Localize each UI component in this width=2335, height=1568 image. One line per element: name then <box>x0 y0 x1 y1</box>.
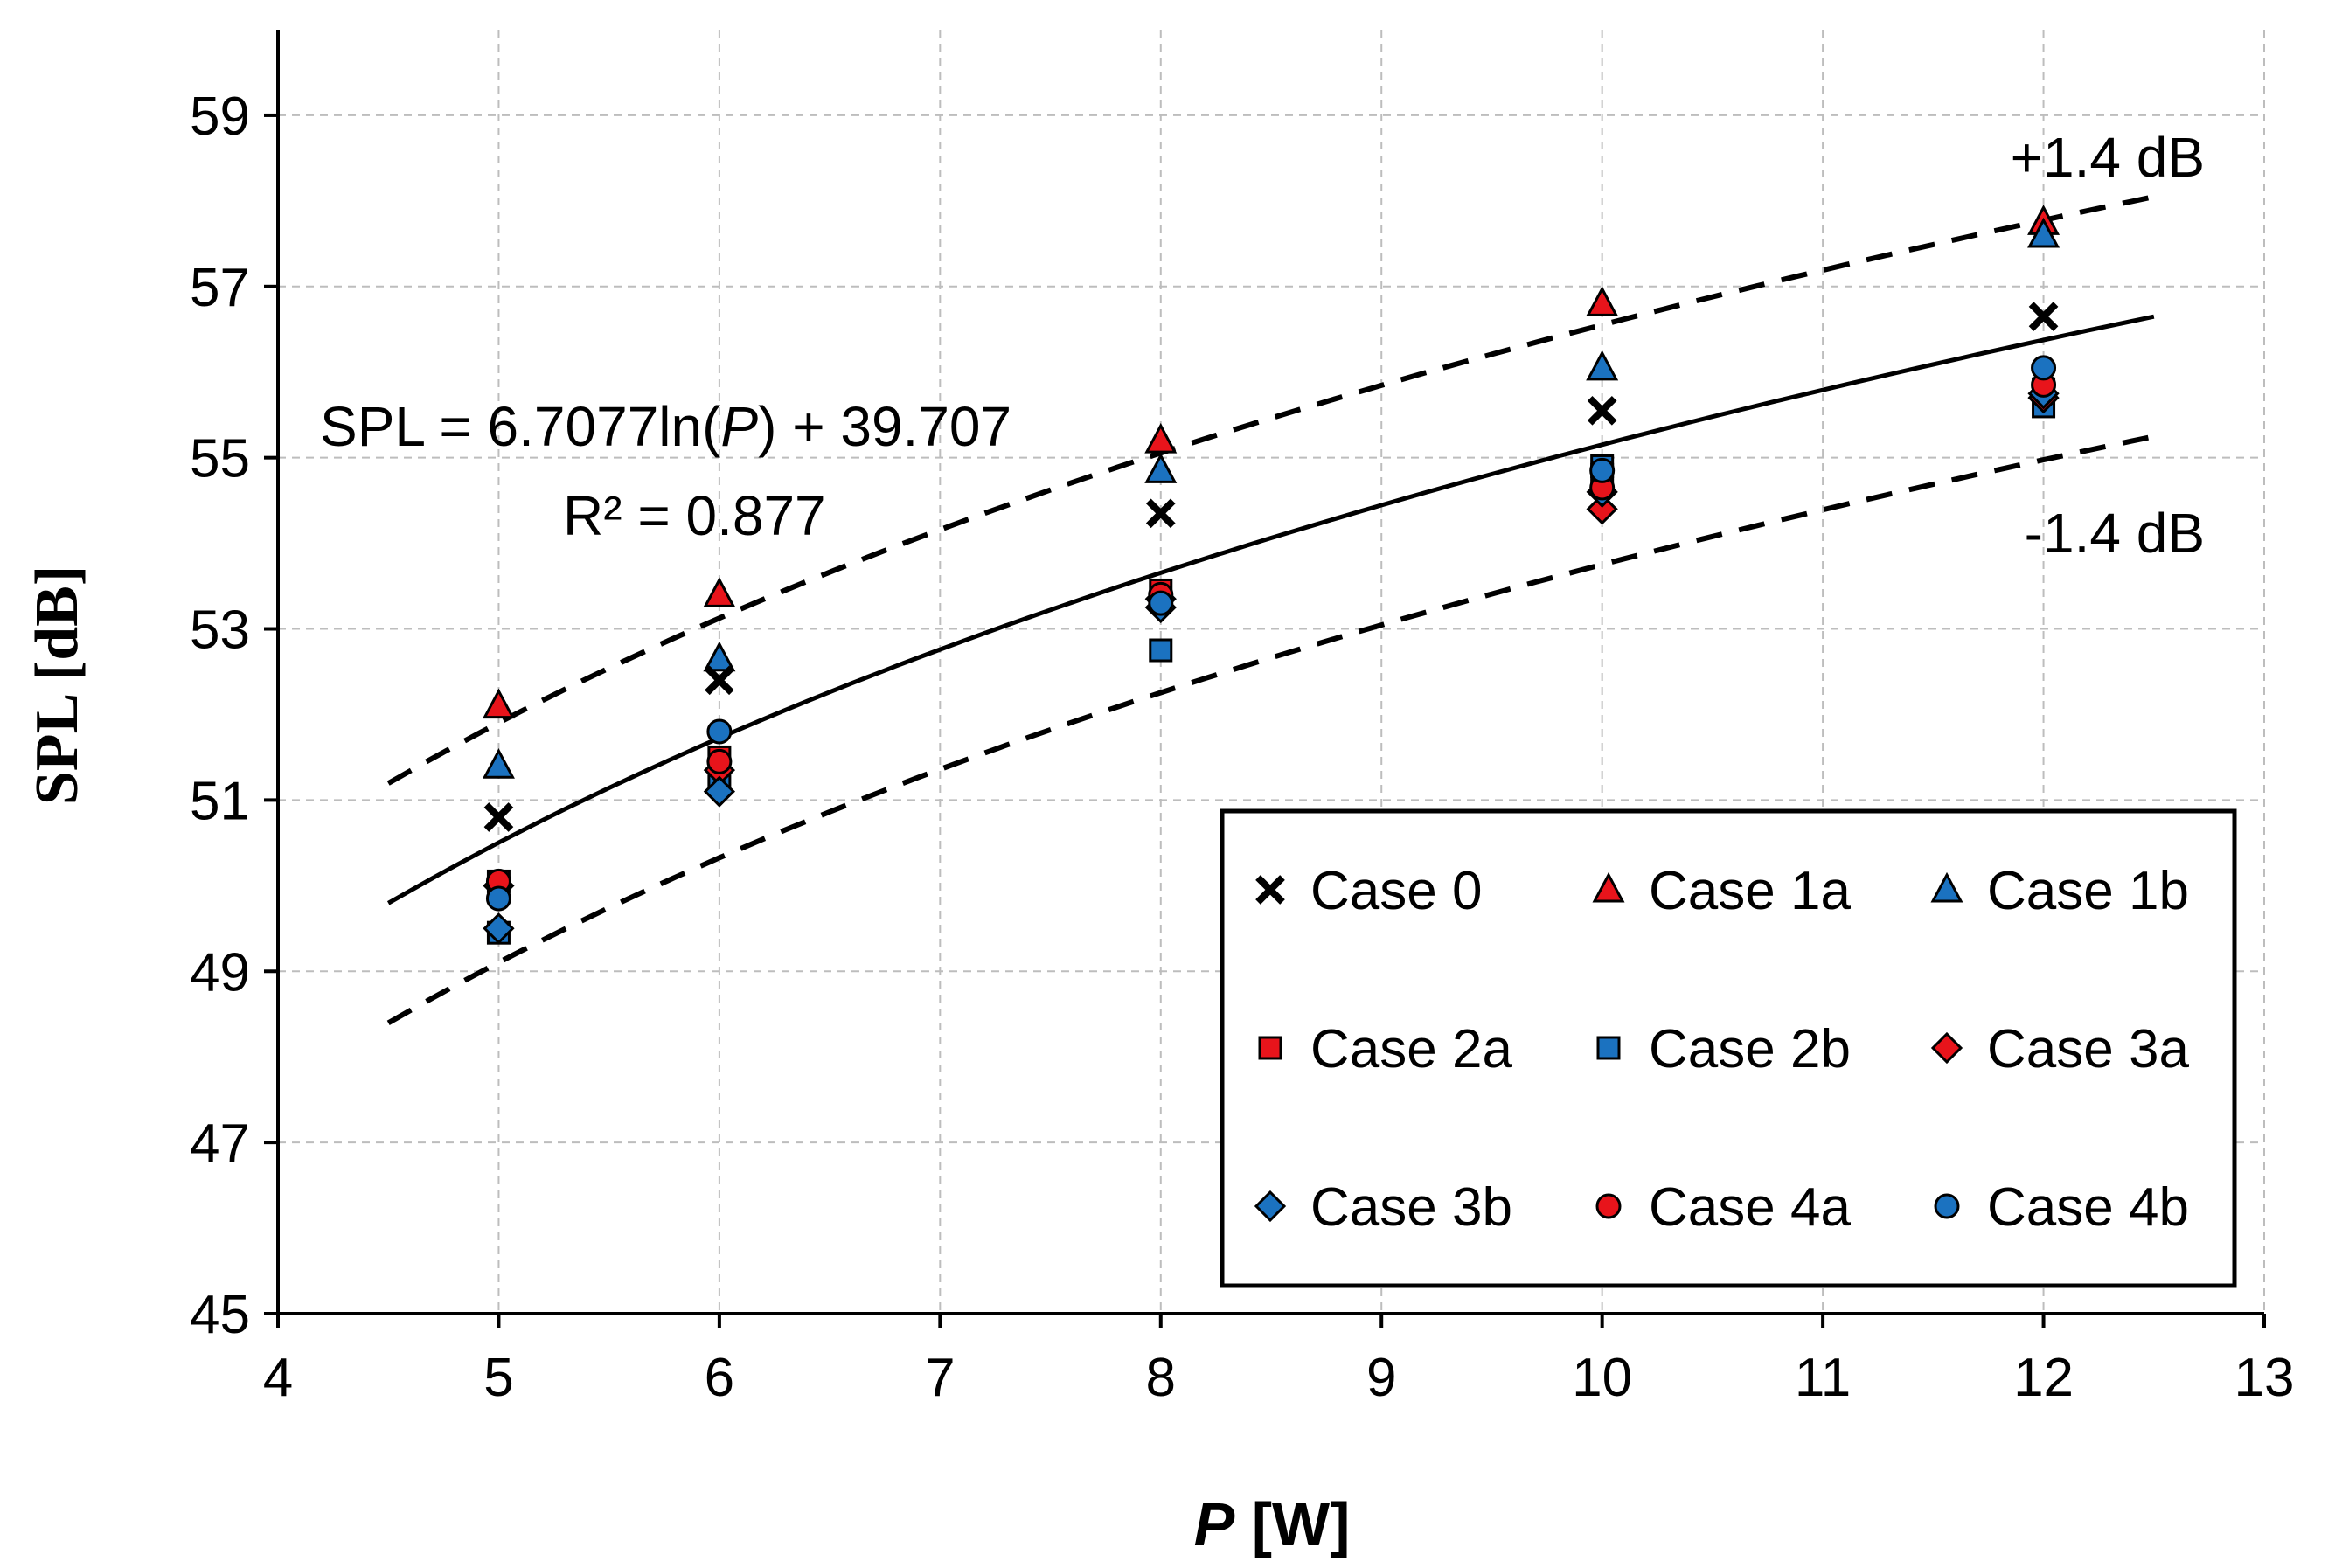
legend-label-case-2b: Case 2b <box>1649 1019 1851 1079</box>
fit-equation-suffix: ) + 39.707 <box>758 395 1011 458</box>
legend-marker-case-1a <box>1592 871 1625 903</box>
lower-band-curve <box>386 434 2155 1026</box>
legend-label-case-3a: Case 3a <box>1987 1019 2189 1079</box>
y-tick-label: 57 <box>190 258 250 318</box>
legend-box <box>1220 808 2237 1288</box>
y-tick-label: 59 <box>190 87 250 147</box>
axes <box>264 30 2266 1328</box>
case-4b-point <box>2031 355 2057 381</box>
x-tick-labels: 4 5 6 7 8 9 10 11 12 13 <box>263 1348 2295 1408</box>
x-stroke <box>1255 875 1285 905</box>
case-4b-point <box>706 718 733 745</box>
x-axis-title: P [W] <box>1194 1490 1351 1558</box>
case-1a-point <box>1144 422 1178 454</box>
case-1b-point <box>1144 453 1178 483</box>
y-tick-label: 53 <box>190 600 250 661</box>
y-tick-label: 51 <box>190 771 250 831</box>
x-tick-label: 10 <box>1572 1348 1632 1408</box>
legend-label-case-2a: Case 2a <box>1310 1019 1512 1079</box>
lower-band-label: -1.4 dB <box>2025 502 2205 565</box>
case-1a-point <box>703 577 736 607</box>
legend-label-case-3b: Case 3b <box>1310 1177 1512 1238</box>
case-2b-point <box>1149 638 1173 663</box>
case-4b-point <box>1148 590 1174 616</box>
x-tick-label: 4 <box>263 1348 293 1408</box>
x-tick-label: 12 <box>2013 1348 2074 1408</box>
fit-equation: SPL = 6.7077ln(P) + 39.707 <box>320 395 1011 458</box>
fit-curves <box>386 194 2155 1026</box>
case-1a-point <box>482 688 515 719</box>
case-3b-point <box>483 912 515 945</box>
y-tick-labels: 45 47 49 51 53 55 57 59 <box>190 87 250 1345</box>
data-points <box>482 205 2060 945</box>
y-tick-label: 47 <box>190 1114 250 1174</box>
x-stroke <box>2028 302 2059 331</box>
case-0-point <box>705 665 734 696</box>
fit-r-squared: R² = 0.877 <box>563 484 826 547</box>
x-tick-label: 8 <box>1146 1348 1176 1408</box>
case-0-point <box>1587 395 1617 426</box>
x-tick-label: 7 <box>925 1348 955 1408</box>
x-tick-label: 5 <box>483 1348 513 1408</box>
case-1b-point <box>2027 217 2060 248</box>
x-tick-label: 6 <box>705 1348 734 1408</box>
case-4b-point <box>485 885 511 912</box>
case-4b-point <box>1589 457 1616 483</box>
x-axis-unit: [W] <box>1234 1490 1350 1558</box>
legend-marker-case-4a <box>1595 1193 1622 1219</box>
legend-label-case-0: Case 0 <box>1310 861 1482 921</box>
legend-marker-case-0 <box>1255 875 1285 905</box>
legend: Case 0 Case 1a Case 1b Case 2a Case 2b Case 3… <box>1220 808 2237 1288</box>
y-tick-label: 55 <box>190 429 250 489</box>
y-axis-title: SPL [dB] <box>24 565 91 805</box>
legend-marker-case-2b <box>1596 1036 1621 1060</box>
case-0-point <box>2028 302 2059 331</box>
upper-band-label: +1.4 dB <box>2011 126 2205 189</box>
fit-curve <box>386 314 2155 905</box>
legend-marker-case-3a <box>1930 1031 1963 1065</box>
y-tick-label: 45 <box>190 1285 250 1345</box>
legend-marker-case-4b <box>1934 1193 1960 1219</box>
legend-label-case-1a: Case 1a <box>1649 861 1851 921</box>
case-1b-point <box>703 641 736 672</box>
x-stroke <box>705 665 734 696</box>
case-0-point <box>483 802 514 832</box>
legend-marker-case-2a <box>1258 1036 1282 1060</box>
case-4a-point <box>706 748 733 774</box>
case-3b-point <box>703 775 736 808</box>
case-0-point <box>1145 498 1176 529</box>
case-1b-point <box>1586 350 1619 381</box>
x-tick-label: 11 <box>1795 1348 1851 1408</box>
x-stroke <box>1587 395 1617 426</box>
case-1b-point <box>482 748 515 779</box>
legend-label-case-1b: Case 1b <box>1987 861 2189 921</box>
legend-label-case-4b: Case 4b <box>1987 1177 2189 1238</box>
x-tick-label: 13 <box>2234 1348 2295 1408</box>
y-tick-label: 49 <box>190 942 250 1003</box>
x-axis-variable: P <box>1194 1490 1235 1558</box>
fit-equation-prefix: SPL = 6.7077ln( <box>320 395 720 458</box>
case-1a-point <box>1586 286 1619 316</box>
x-stroke <box>1145 498 1176 529</box>
fit-equation-variable: P <box>720 395 758 458</box>
upper-band-curve <box>386 194 2155 786</box>
legend-marker-case-3b <box>1254 1190 1287 1223</box>
x-stroke <box>483 802 514 832</box>
legend-label-case-4a: Case 4a <box>1649 1177 1851 1238</box>
x-tick-label: 9 <box>1366 1348 1396 1408</box>
case-3a-point <box>1586 493 1618 525</box>
legend-marker-case-1b <box>1930 871 1963 903</box>
